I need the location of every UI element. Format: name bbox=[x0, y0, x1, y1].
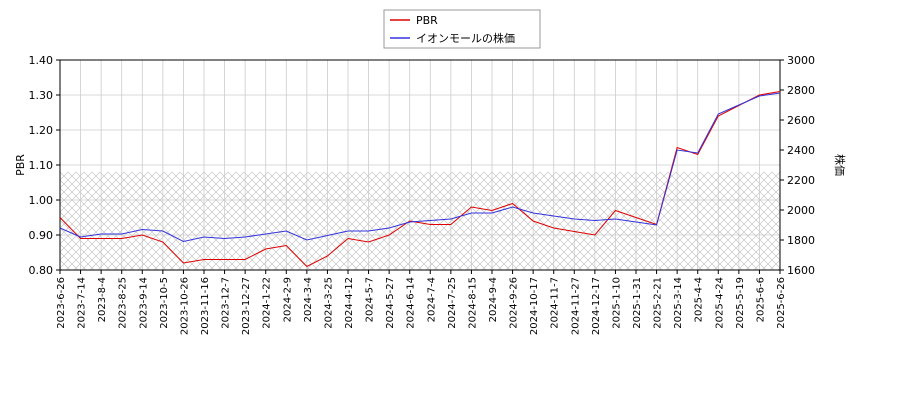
plot-frame bbox=[59, 59, 781, 271]
x-tick-label: 2025-3-14 bbox=[673, 277, 684, 329]
x-tick-label: 2023-6-26 bbox=[56, 277, 67, 329]
x-tick-label: 2025-6-26 bbox=[776, 277, 787, 329]
y2-tick-label: 3000 bbox=[787, 54, 815, 67]
y-tick-label: 1.00 bbox=[29, 194, 54, 207]
x-tick-label: 2024-6-14 bbox=[406, 277, 417, 329]
x-tick-label: 2024-11-27 bbox=[570, 277, 581, 335]
y2-axis-label: 株価 bbox=[833, 154, 847, 176]
x-tick-label: 2023-8-25 bbox=[118, 277, 129, 329]
y2-tick-label: 2000 bbox=[787, 204, 815, 217]
x-tick-label: 2025-2-21 bbox=[653, 277, 664, 329]
x-tick-label: 2024-5-7 bbox=[365, 277, 376, 322]
y2-tick-label: 2200 bbox=[787, 174, 815, 187]
x-tick-label: 2025-1-31 bbox=[632, 277, 643, 329]
x-tick-label: 2023-10-5 bbox=[159, 277, 170, 329]
x-tick-label: 2023-7-14 bbox=[77, 277, 88, 329]
y-tick-label: 1.20 bbox=[29, 124, 54, 137]
legend-label: PBR bbox=[416, 14, 438, 27]
y-tick-label: 0.90 bbox=[29, 229, 54, 242]
x-tick-label: 2023-10-26 bbox=[179, 277, 190, 335]
x-tick-label: 2023-9-14 bbox=[138, 277, 149, 329]
x-tick-label: 2025-4-24 bbox=[714, 277, 725, 329]
x-tick-label: 2024-8-15 bbox=[467, 277, 478, 329]
x-tick-label: 2024-3-4 bbox=[303, 277, 314, 322]
x-tick-label: 2023-12-7 bbox=[221, 277, 232, 329]
x-tick-label: 2024-9-4 bbox=[488, 277, 499, 322]
y2-tick-label: 2600 bbox=[787, 114, 815, 127]
y-tick-label: 1.10 bbox=[29, 159, 54, 172]
x-tick-label: 2025-5-19 bbox=[735, 277, 746, 329]
x-tick-label: 2024-5-27 bbox=[385, 277, 396, 329]
x-tick-label: 2024-1-22 bbox=[262, 277, 273, 329]
x-tick-label: 2024-9-26 bbox=[509, 277, 520, 329]
series-line bbox=[59, 92, 781, 243]
x-tick-label: 2024-12-17 bbox=[591, 277, 602, 335]
legend-label: イオンモールの株価 bbox=[416, 31, 515, 45]
y2-tick-label: 1800 bbox=[787, 234, 815, 247]
y-axis-label: PBR bbox=[14, 154, 27, 176]
x-tick-label: 2025-1-10 bbox=[611, 277, 622, 329]
x-tick-label: 2025-4-4 bbox=[694, 277, 705, 322]
y-tick-label: 1.30 bbox=[29, 89, 54, 102]
x-tick-label: 2025-6-6 bbox=[755, 277, 766, 322]
x-tick-label: 2024-2-9 bbox=[282, 277, 293, 322]
x-tick-label: 2023-8-4 bbox=[97, 277, 108, 322]
y2-tick-label: 2400 bbox=[787, 144, 815, 157]
y2-tick-label: 2800 bbox=[787, 84, 815, 97]
x-tick-label: 2024-11-7 bbox=[550, 277, 561, 329]
y-tick-label: 1.40 bbox=[29, 54, 54, 67]
x-tick-label: 2024-7-25 bbox=[447, 277, 458, 329]
y2-tick-label: 1600 bbox=[787, 264, 815, 277]
x-tick-label: 2024-3-25 bbox=[323, 277, 334, 329]
x-tick-label: 2023-12-27 bbox=[241, 277, 252, 335]
x-tick-label: 2024-7-4 bbox=[426, 277, 437, 322]
x-tick-label: 2024-10-17 bbox=[529, 277, 540, 335]
x-tick-label: 2023-11-16 bbox=[200, 277, 211, 335]
y-tick-label: 0.80 bbox=[29, 264, 54, 277]
x-tick-label: 2024-4-12 bbox=[344, 277, 355, 329]
legend-box bbox=[383, 9, 541, 49]
